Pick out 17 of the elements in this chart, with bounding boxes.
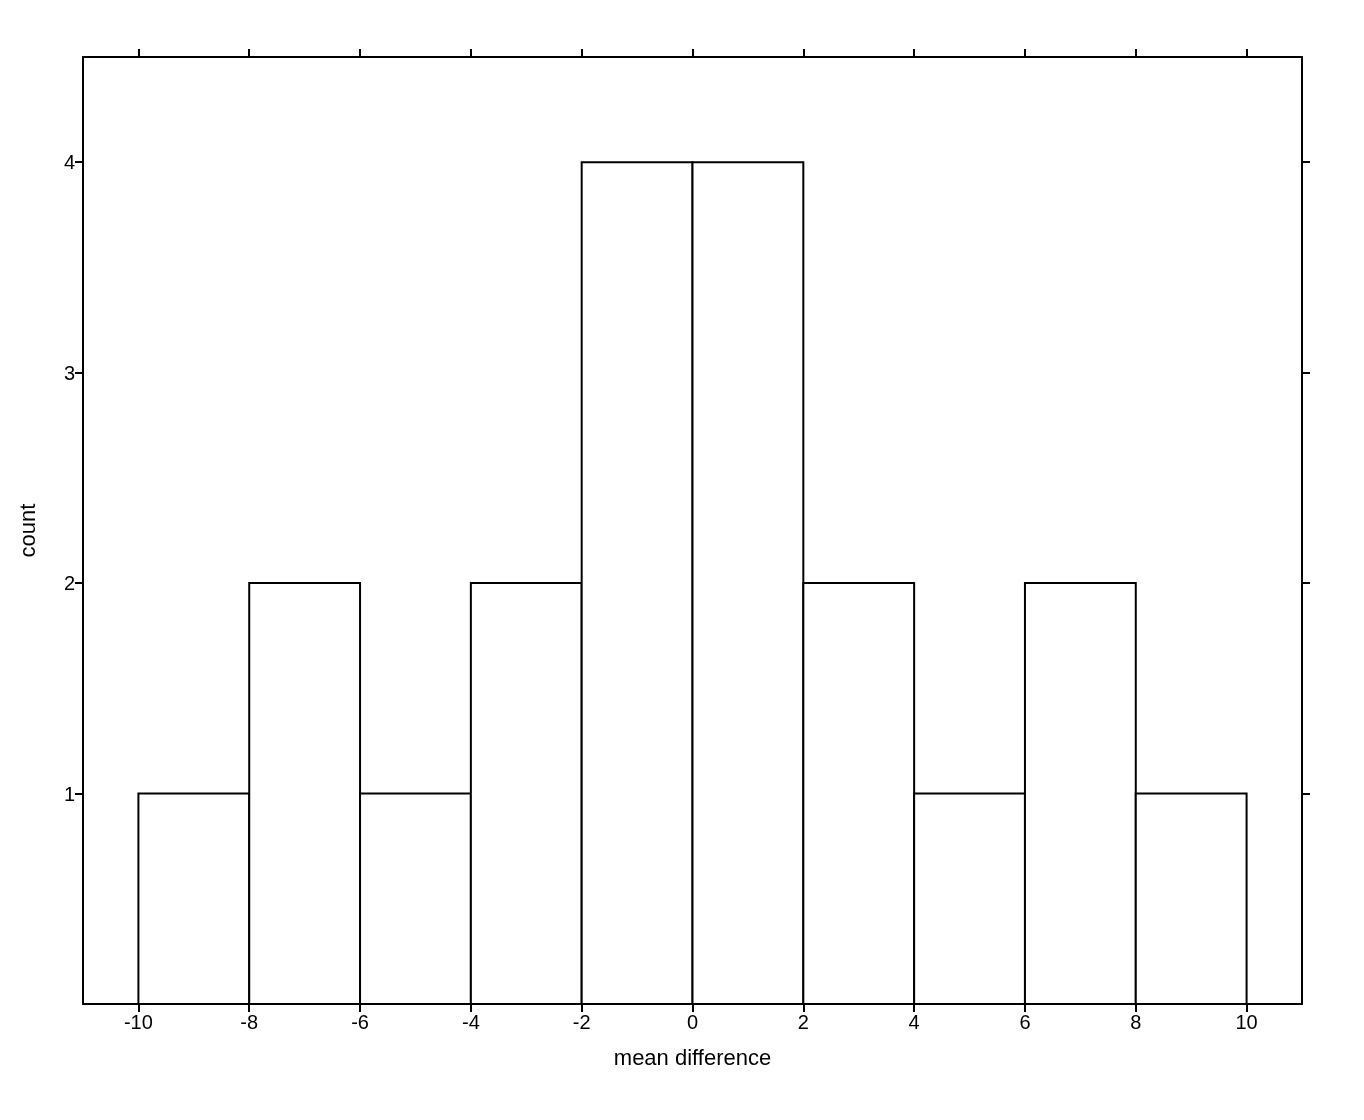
x-tick-label: 2 [797,1011,809,1033]
y-tick-label: 2 [63,572,75,595]
x-tick-label: -4 [461,1011,480,1033]
x-tick-label: 8 [1130,1011,1142,1033]
x-axis-title: mean difference [613,1044,772,1070]
x-tick-label: 6 [1019,1011,1031,1033]
y-tick-label: 3 [63,361,75,384]
x-tick-label: -8 [240,1011,259,1033]
x-tick-label: 10 [1235,1011,1258,1033]
y-tick-label: 4 [63,151,75,174]
x-tick-label: -2 [572,1011,591,1033]
y-axis-title: count [14,503,40,558]
x-tick-label: 0 [686,1011,699,1033]
x-tick-label: 4 [908,1011,920,1033]
y-tick-label: 1 [63,782,75,805]
x-tick-label: -10 [123,1011,153,1033]
x-tick-label: -6 [351,1011,369,1033]
